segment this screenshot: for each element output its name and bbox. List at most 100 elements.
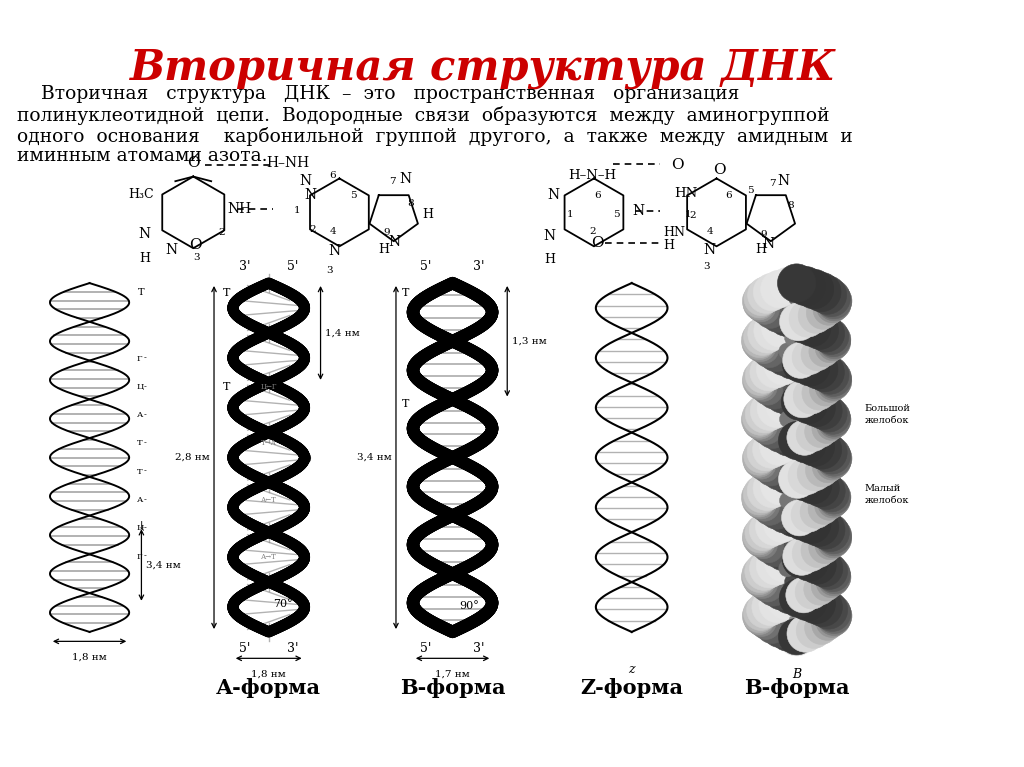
Text: O: O <box>714 163 726 177</box>
Circle shape <box>783 380 821 418</box>
Circle shape <box>743 603 775 634</box>
Text: В-форма: В-форма <box>399 679 505 699</box>
Text: N: N <box>388 235 400 249</box>
Circle shape <box>751 453 780 482</box>
Text: 6: 6 <box>330 170 336 179</box>
Text: H: H <box>663 239 674 252</box>
Circle shape <box>785 578 821 613</box>
Circle shape <box>803 588 843 627</box>
Text: Большой: Большой <box>864 403 910 413</box>
Circle shape <box>817 364 852 399</box>
Circle shape <box>746 292 776 322</box>
Circle shape <box>756 455 786 486</box>
Text: N: N <box>544 229 556 243</box>
Circle shape <box>798 389 836 426</box>
Circle shape <box>742 364 775 397</box>
Circle shape <box>770 305 809 344</box>
Circle shape <box>791 544 828 581</box>
Text: H: H <box>378 243 389 256</box>
Circle shape <box>817 403 851 436</box>
Circle shape <box>742 360 777 396</box>
Circle shape <box>809 433 847 472</box>
Circle shape <box>812 414 842 443</box>
Circle shape <box>813 295 844 325</box>
Circle shape <box>783 502 822 540</box>
Text: 5': 5' <box>421 259 432 272</box>
Text: 1,4 нм: 1,4 нм <box>326 328 360 337</box>
Circle shape <box>817 367 850 400</box>
Text: 3': 3' <box>287 643 298 655</box>
Circle shape <box>794 309 830 347</box>
Circle shape <box>761 270 799 308</box>
Circle shape <box>796 418 829 452</box>
Circle shape <box>755 298 786 328</box>
Circle shape <box>760 495 795 529</box>
Text: Вторичная структура ДНК: Вторичная структура ДНК <box>130 48 836 90</box>
Circle shape <box>782 342 818 378</box>
Circle shape <box>784 357 802 374</box>
Circle shape <box>817 445 851 478</box>
Circle shape <box>811 514 849 551</box>
Circle shape <box>806 296 840 329</box>
Text: 8: 8 <box>787 201 794 210</box>
Text: 90°: 90° <box>460 601 479 611</box>
Circle shape <box>756 508 794 545</box>
Circle shape <box>795 316 812 333</box>
Circle shape <box>770 616 806 651</box>
Circle shape <box>804 573 836 605</box>
Circle shape <box>751 413 782 444</box>
Text: 4: 4 <box>707 226 713 235</box>
Text: NH: NH <box>227 202 252 216</box>
Circle shape <box>768 301 804 336</box>
Circle shape <box>743 438 779 473</box>
Text: HN: HN <box>675 187 697 200</box>
Circle shape <box>760 428 798 466</box>
Text: H–NH: H–NH <box>266 156 309 170</box>
Circle shape <box>798 298 834 334</box>
Circle shape <box>801 312 839 350</box>
Circle shape <box>774 341 812 380</box>
Text: А→Т: А→Т <box>261 552 276 561</box>
Circle shape <box>815 360 852 397</box>
Text: N: N <box>703 242 716 257</box>
Circle shape <box>792 438 809 455</box>
Circle shape <box>782 541 819 578</box>
Circle shape <box>744 369 775 400</box>
Circle shape <box>742 483 776 517</box>
Circle shape <box>746 410 777 441</box>
Text: T: T <box>222 288 230 298</box>
Circle shape <box>751 295 779 324</box>
Circle shape <box>795 587 812 604</box>
Text: 6: 6 <box>725 191 732 200</box>
Circle shape <box>818 484 850 516</box>
Circle shape <box>808 472 845 509</box>
Circle shape <box>818 407 850 439</box>
Circle shape <box>815 518 852 554</box>
Circle shape <box>764 347 802 385</box>
Circle shape <box>743 564 776 597</box>
Circle shape <box>802 272 841 311</box>
Circle shape <box>812 609 843 640</box>
Circle shape <box>741 479 777 515</box>
Circle shape <box>817 488 848 518</box>
Circle shape <box>742 522 775 555</box>
Circle shape <box>787 615 824 652</box>
Circle shape <box>799 350 838 389</box>
Circle shape <box>773 381 809 416</box>
Circle shape <box>779 492 797 509</box>
Circle shape <box>741 321 778 357</box>
Circle shape <box>777 264 816 302</box>
Circle shape <box>765 379 799 413</box>
Text: Ц←Г: Ц←Г <box>260 383 276 391</box>
Circle shape <box>815 529 845 560</box>
Text: Малый: Малый <box>864 484 901 492</box>
Circle shape <box>817 522 852 556</box>
Circle shape <box>758 377 791 409</box>
Circle shape <box>742 599 776 633</box>
Circle shape <box>774 383 813 421</box>
Circle shape <box>752 610 780 640</box>
Text: 1,8 нм: 1,8 нм <box>72 653 106 662</box>
Circle shape <box>814 594 851 631</box>
Circle shape <box>816 598 852 634</box>
Text: N: N <box>632 204 644 218</box>
